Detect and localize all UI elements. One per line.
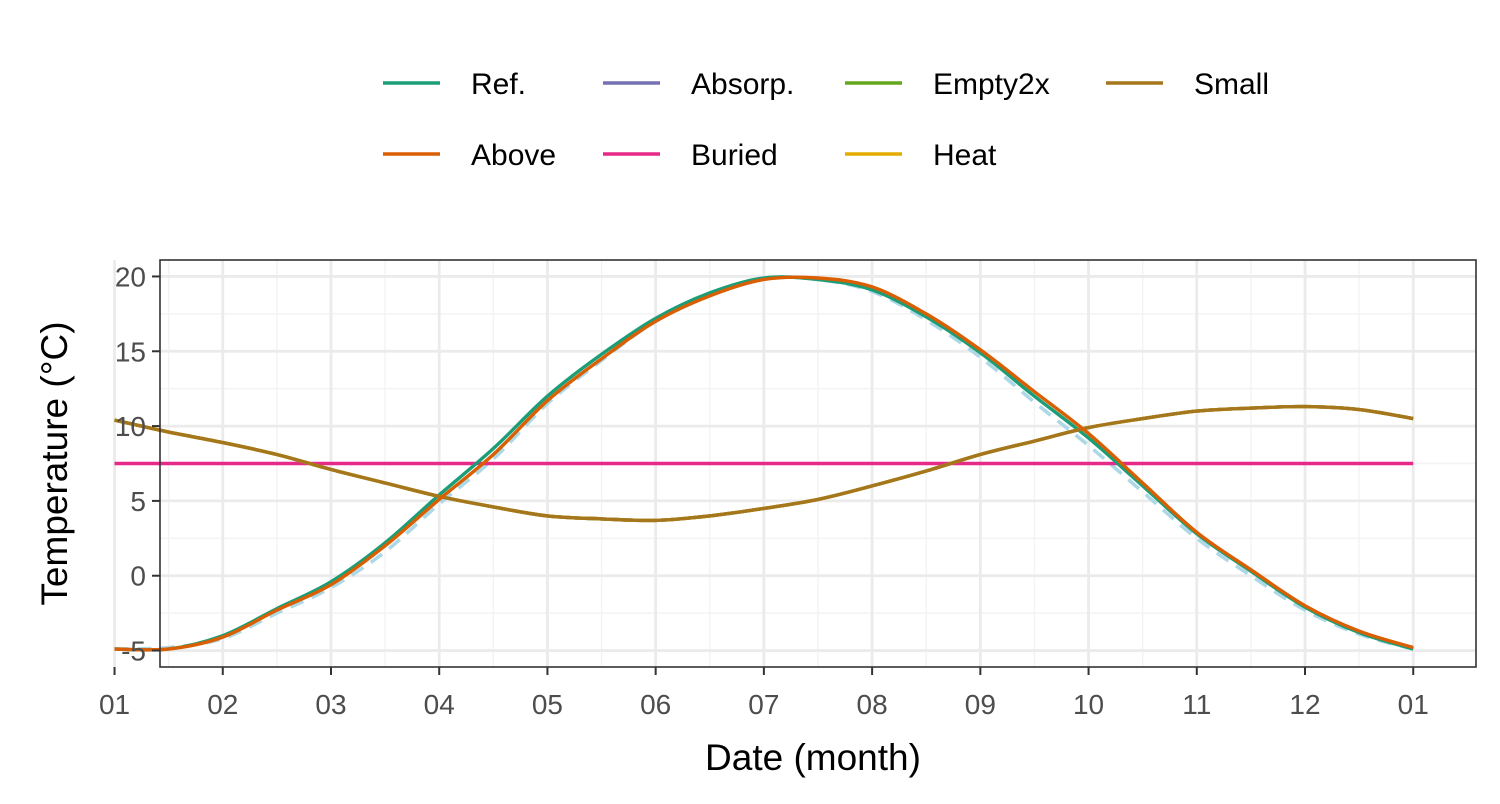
- x-tick-label: 02: [207, 689, 238, 720]
- plot-panel-border: [159, 259, 1477, 668]
- x-tick-label: 11: [1182, 689, 1211, 720]
- x-tick-label: 03: [315, 689, 346, 720]
- y-tick-label: 5: [130, 486, 146, 517]
- y-tick-label: 20: [115, 261, 146, 292]
- x-axis: 01 02 03 04 05 06 07 08 09 10 11 12 01: [99, 667, 1429, 720]
- legend-label-small: Small: [1194, 68, 1269, 101]
- legend-label-buried: Buried: [691, 139, 778, 172]
- y-tick-label: -5: [121, 636, 146, 667]
- y-axis: -5 0 5 10 15 20: [115, 261, 160, 667]
- x-tick-label: 04: [424, 689, 455, 720]
- legend-label-absorp: Absorp.: [691, 68, 794, 101]
- x-tick-label: 07: [748, 689, 779, 720]
- y-tick-label: 0: [130, 561, 146, 592]
- x-axis-title: Date (month): [705, 737, 921, 778]
- y-tick-label: 10: [115, 411, 146, 442]
- y-tick-label: 15: [115, 336, 146, 367]
- series-line-above: [114, 275, 1414, 652]
- legend-label-above: Above: [471, 139, 556, 172]
- x-tick-label: 01: [99, 689, 130, 720]
- legend-label-heat: Heat: [933, 139, 997, 172]
- x-tick-label: 09: [965, 689, 996, 720]
- x-tick-label: 12: [1289, 689, 1320, 720]
- x-tick-label: 10: [1073, 689, 1104, 720]
- x-tick-label: 06: [640, 689, 671, 720]
- legend-label-empty2x: Empty2x: [933, 68, 1050, 101]
- series-line-small: [114, 404, 1414, 523]
- x-tick-label: 05: [532, 689, 563, 720]
- x-tick-label: 01: [1398, 689, 1429, 720]
- y-axis-title: Temperature (°C): [34, 321, 75, 605]
- legend: Ref. Absorp. Empty2x Small Above Buried Heat: [383, 68, 1269, 172]
- series-lines: [114, 274, 1414, 652]
- legend-label-ref: Ref.: [471, 68, 526, 101]
- x-tick-label: 08: [857, 689, 888, 720]
